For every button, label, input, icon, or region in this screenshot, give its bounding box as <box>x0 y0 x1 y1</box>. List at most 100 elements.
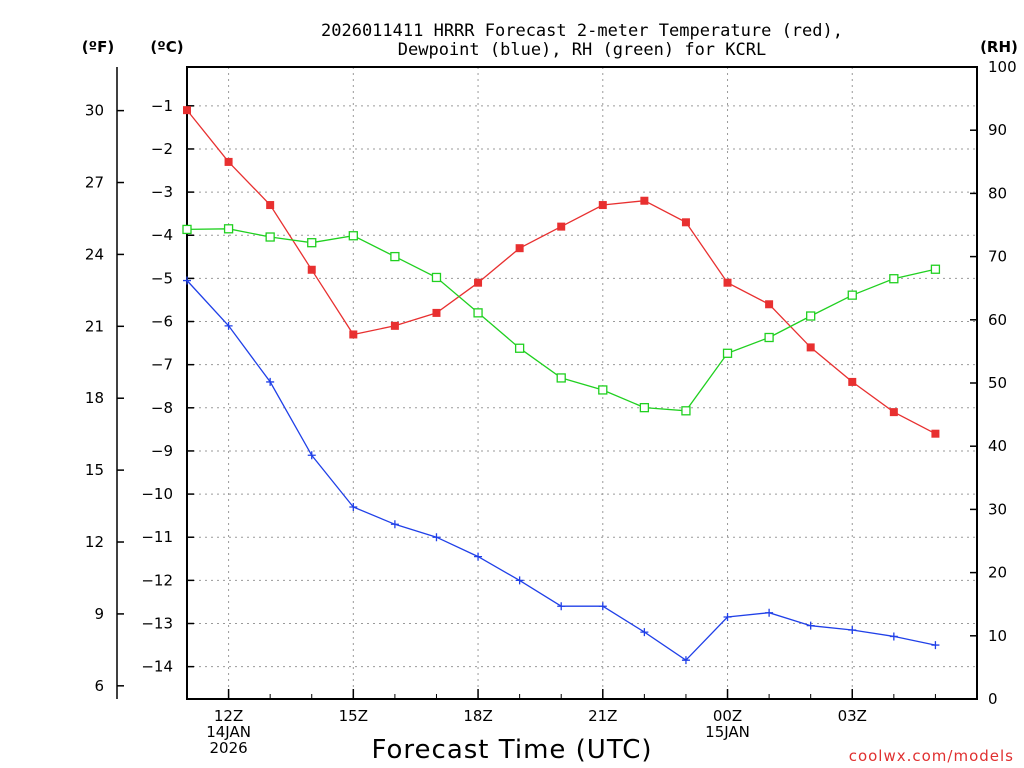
celsius-tick-label: −7 <box>151 356 173 374</box>
rh-point <box>390 251 400 262</box>
rh-line <box>186 228 936 412</box>
fahrenheit-tick-label: 30 <box>85 102 104 120</box>
rh-point <box>431 272 442 283</box>
dewpoint-point <box>598 602 607 611</box>
temperature-point <box>266 201 275 210</box>
dewpoint-point <box>889 632 898 641</box>
rh-point <box>889 274 899 284</box>
fahrenheit-tick-label: 24 <box>85 245 104 263</box>
rh-point <box>182 224 192 235</box>
fahrenheit-unit-label: (ºF) <box>82 38 114 56</box>
plot-frame <box>186 66 978 700</box>
temperature-point <box>515 244 524 253</box>
temperature-point <box>640 196 649 205</box>
dewpoint-point <box>183 276 191 285</box>
rh-tick-label: 30 <box>988 500 1007 518</box>
temperature-line <box>186 109 936 435</box>
celsius-tick-label: −8 <box>151 399 173 417</box>
rh-tick-label: 60 <box>988 311 1007 329</box>
rh-point <box>930 264 941 274</box>
rh-point <box>847 290 857 300</box>
celsius-tick-label: −6 <box>151 313 173 331</box>
dewpoint-point <box>474 552 483 561</box>
temperature-point <box>598 201 607 210</box>
time-tick-label: 14JAN <box>206 723 251 741</box>
rh-unit-label: (RH) <box>980 38 1018 56</box>
series-temperature <box>183 106 940 438</box>
rh-point <box>265 232 275 242</box>
celsius-tick-label: −2 <box>151 140 173 158</box>
chart-title-line2: Dewpoint (blue), RH (green) for KCRL <box>398 40 766 60</box>
dewpoint-point <box>515 576 524 585</box>
rh-tick-label: 10 <box>988 627 1007 645</box>
fahrenheit-axis: 30 27 24 21 18 15 12 9 6 <box>85 102 124 695</box>
dewpoint-point <box>390 520 399 529</box>
rh-point <box>681 406 691 416</box>
dewpoint-point <box>723 613 732 622</box>
temperature-point <box>224 157 233 166</box>
rh-tick-label: 100 <box>988 58 1017 76</box>
temperature-point <box>681 218 690 227</box>
rh-point <box>722 348 733 358</box>
dewpoint-point <box>224 321 233 330</box>
time-tick-label: 21Z <box>588 707 617 725</box>
celsius-tick-label: −1 <box>151 97 173 115</box>
dewpoint-point <box>432 533 441 542</box>
series-dewpoint <box>183 276 940 665</box>
dewpoint-point <box>307 451 316 460</box>
dewpoint-point <box>640 628 649 637</box>
celsius-tick-label: −3 <box>151 183 173 201</box>
rh-point <box>764 332 774 343</box>
celsius-tick-label: −12 <box>141 571 173 589</box>
time-tick-label: 00Z <box>713 707 742 725</box>
rh-point <box>223 224 234 234</box>
temperature-point <box>806 343 815 352</box>
celsius-tick-label: −11 <box>141 528 173 546</box>
temperature-point <box>931 429 940 438</box>
dewpoint-point <box>765 608 774 617</box>
grid-lines <box>187 67 977 699</box>
dewpoint-point <box>557 602 566 611</box>
fahrenheit-tick-label: 6 <box>94 677 104 695</box>
rh-tick-label: 50 <box>988 374 1007 392</box>
credit-link[interactable]: coolwx.com/models <box>849 747 1014 765</box>
series-layer <box>182 106 941 665</box>
chart-title-line1: 2026011411 HRRR Forecast 2-meter Tempera… <box>321 21 843 41</box>
dewpoint-point <box>848 625 857 634</box>
time-tick-label: 15JAN <box>705 723 750 741</box>
celsius-tick-label: −4 <box>151 226 173 244</box>
fahrenheit-tick-label: 15 <box>85 461 104 479</box>
series-rh <box>182 224 941 416</box>
rh-point <box>348 231 358 241</box>
time-tick-label: 15Z <box>339 707 368 725</box>
rh-point <box>307 238 317 248</box>
rh-point <box>473 308 483 318</box>
fahrenheit-tick-label: 12 <box>85 533 104 551</box>
dewpoint-point <box>806 621 815 630</box>
rh-tick-label: 80 <box>988 184 1007 202</box>
celsius-tick-label: −10 <box>141 485 173 503</box>
temperature-point <box>183 106 191 115</box>
celsius-unit-label: (ºC) <box>150 38 183 56</box>
temperature-point <box>765 300 774 309</box>
rh-point <box>514 343 525 353</box>
rh-tick-label: 90 <box>988 121 1007 139</box>
time-tick-label: 03Z <box>838 707 867 725</box>
celsius-axis: −1 −2 −3 −4 −5 −6 −7 −8 −9 −10 −11 −12 −13 −14 <box>141 97 194 676</box>
celsius-tick-label: −5 <box>151 269 173 287</box>
temperature-point <box>848 377 857 386</box>
dewpoint-point <box>266 377 275 386</box>
dewpoint-point <box>349 503 358 512</box>
fahrenheit-tick-label: 21 <box>85 317 104 335</box>
temperature-point <box>723 278 732 287</box>
fahrenheit-tick-label: 27 <box>85 174 104 192</box>
celsius-tick-label: −14 <box>141 658 173 676</box>
rh-tick-label: 70 <box>988 248 1007 266</box>
rh-point <box>806 311 816 321</box>
time-tick-label: 2026 <box>209 739 247 757</box>
dewpoint-point <box>681 656 690 665</box>
rh-point <box>598 385 608 395</box>
rh-point <box>639 402 650 413</box>
